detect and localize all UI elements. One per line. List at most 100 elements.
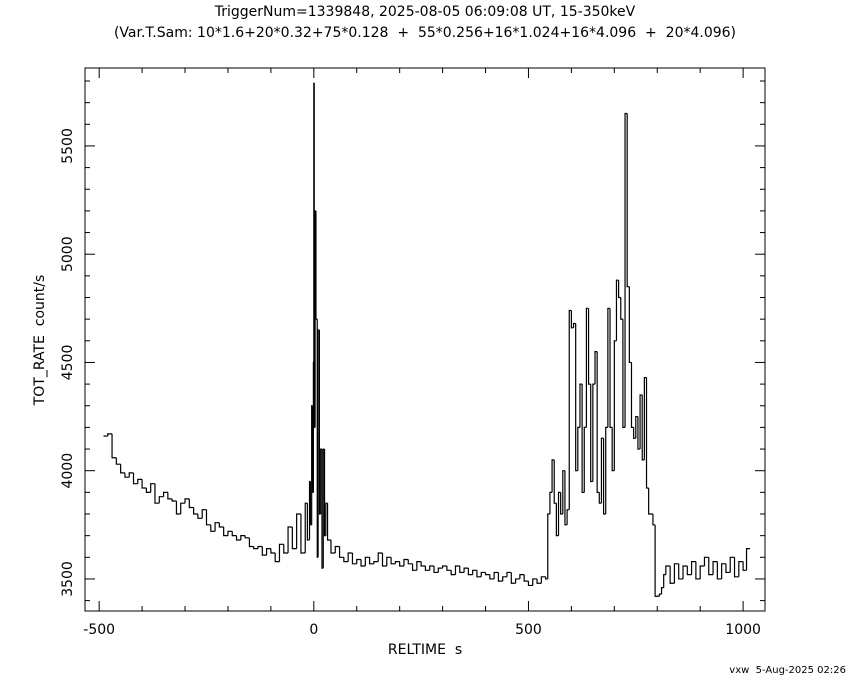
step-segment xyxy=(620,297,623,320)
plot-frame xyxy=(84,67,766,612)
step-segment xyxy=(596,351,600,493)
step-segment xyxy=(497,572,503,582)
step-segment xyxy=(291,526,297,550)
step-segment xyxy=(437,567,443,573)
step-segment xyxy=(442,565,447,569)
step-segment xyxy=(313,83,316,429)
step-segment xyxy=(506,571,512,577)
step-segment xyxy=(240,535,246,540)
step-segment xyxy=(575,323,578,472)
step-segment xyxy=(128,472,134,478)
step-segment xyxy=(343,557,349,563)
step-segment xyxy=(356,558,362,564)
step-segment xyxy=(633,427,636,439)
step-segment xyxy=(572,322,576,328)
step-segment xyxy=(560,492,563,515)
step-segment xyxy=(386,556,392,566)
step-segment xyxy=(283,544,289,554)
step-segment xyxy=(311,405,313,525)
step-segment xyxy=(326,503,331,541)
step-segment xyxy=(476,570,482,578)
step-segment xyxy=(484,572,490,576)
step-segment xyxy=(547,513,550,579)
step-segment xyxy=(399,561,404,567)
step-segment xyxy=(472,569,477,575)
step-segment xyxy=(590,384,593,483)
step-segment xyxy=(699,565,705,579)
step-segment xyxy=(150,483,155,493)
step-segment xyxy=(253,546,259,550)
step-segment xyxy=(690,561,696,575)
step-segment xyxy=(605,426,608,515)
step-segment xyxy=(686,565,692,576)
step-segment xyxy=(637,416,641,450)
step-segment xyxy=(154,483,160,504)
step-segment xyxy=(450,570,456,576)
step-segment xyxy=(607,307,611,428)
step-segment xyxy=(124,472,130,478)
step-segment xyxy=(523,574,529,582)
x-tick-label: -500 xyxy=(83,622,115,638)
step-segment xyxy=(351,552,357,565)
step-segment xyxy=(660,587,664,595)
step-segment xyxy=(300,514,306,554)
step-segment xyxy=(265,548,271,556)
step-segment xyxy=(742,561,747,571)
step-segment xyxy=(716,561,722,580)
step-segment xyxy=(630,362,634,429)
step-segment xyxy=(570,310,574,329)
step-segment xyxy=(214,522,220,532)
step-segment xyxy=(592,383,595,482)
step-segment xyxy=(360,559,366,567)
step-segment xyxy=(493,571,499,579)
x-axis-label: RELTIME s xyxy=(388,642,462,658)
step-segment xyxy=(645,377,649,489)
step-segment xyxy=(347,552,353,562)
step-segment xyxy=(658,593,662,597)
step-segment xyxy=(635,415,638,439)
step-segment xyxy=(626,113,630,288)
step-segment xyxy=(611,427,615,472)
step-segment xyxy=(594,351,598,385)
step-segment xyxy=(205,509,211,526)
step-segment xyxy=(622,319,626,429)
step-segment xyxy=(581,384,585,493)
step-segment xyxy=(532,578,538,586)
step-segment xyxy=(682,565,688,579)
step-segment xyxy=(540,576,546,584)
y-tick-label: 5000 xyxy=(60,236,76,272)
step-segment xyxy=(678,563,684,580)
step-segment xyxy=(261,546,267,556)
step-segment xyxy=(613,340,617,471)
step-segment xyxy=(381,552,387,567)
step-segment xyxy=(738,561,744,577)
step-segment xyxy=(107,433,113,437)
step-segment xyxy=(708,557,714,576)
step-segment xyxy=(609,308,613,429)
step-segment xyxy=(628,286,632,364)
step-segment xyxy=(536,578,542,584)
step-segment xyxy=(120,464,125,474)
step-segment xyxy=(429,565,435,571)
step-segment xyxy=(377,552,383,562)
step-segment xyxy=(278,543,284,562)
step-segment xyxy=(729,556,735,573)
step-segment xyxy=(188,498,194,509)
step-segment xyxy=(318,329,321,515)
step-segment xyxy=(568,309,572,510)
step-segment xyxy=(304,502,308,553)
step-segment xyxy=(665,565,671,575)
step-segment xyxy=(598,492,602,504)
step-segment xyxy=(725,563,731,574)
step-segment xyxy=(463,567,469,573)
step-segment xyxy=(270,548,276,554)
step-segment xyxy=(287,526,293,553)
step-segment xyxy=(132,472,138,485)
step-segment xyxy=(551,459,555,493)
step-segment xyxy=(162,491,168,497)
step-segment xyxy=(197,514,203,519)
step-segment xyxy=(296,513,301,549)
step-segment xyxy=(555,503,559,537)
step-segment xyxy=(274,552,280,563)
step-segment xyxy=(745,548,750,571)
